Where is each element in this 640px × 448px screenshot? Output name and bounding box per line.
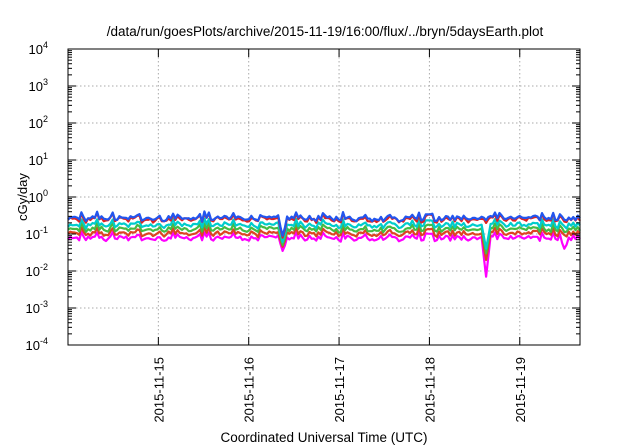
series-line-4 (67, 217, 581, 250)
x-axis-label: Coordinated Universal Time (UTC) (220, 430, 427, 445)
x-tick-label: 2015-11-16 (242, 357, 257, 423)
y-tick-label: 104 (29, 40, 48, 57)
y-tick-label: 10-3 (26, 299, 48, 316)
x-tick-label: 2015-11-19 (513, 357, 528, 423)
series-line-2 (67, 225, 581, 261)
y-tick-label: 103 (29, 77, 48, 94)
series-line-3 (67, 221, 581, 255)
y-tick-label: 101 (29, 151, 48, 168)
chart-title: /data/run/goesPlots/archive/2015-11-19/1… (107, 24, 544, 39)
x-tick-label: 2015-11-17 (332, 357, 347, 423)
series-layer (67, 210, 581, 278)
y-tick-label: 10-4 (26, 336, 48, 353)
x-tick-label: 2015-11-18 (422, 357, 437, 423)
series-line-1 (67, 230, 581, 278)
y-tick-label: 100 (29, 188, 48, 205)
y-axis-label: cGy/day (15, 173, 30, 221)
y-tick-label: 102 (29, 114, 48, 131)
axis-ticks (68, 48, 580, 346)
y-tick-label: 10-1 (26, 225, 48, 242)
x-tick-labels: 2015-11-15 2015-11-16 2015-11-17 2015-11-18… (151, 357, 527, 423)
grid (68, 49, 580, 345)
series-line-6 (67, 210, 581, 237)
x-tick-label: 2015-11-15 (151, 357, 166, 423)
y-tick-label: 10-2 (26, 262, 48, 279)
